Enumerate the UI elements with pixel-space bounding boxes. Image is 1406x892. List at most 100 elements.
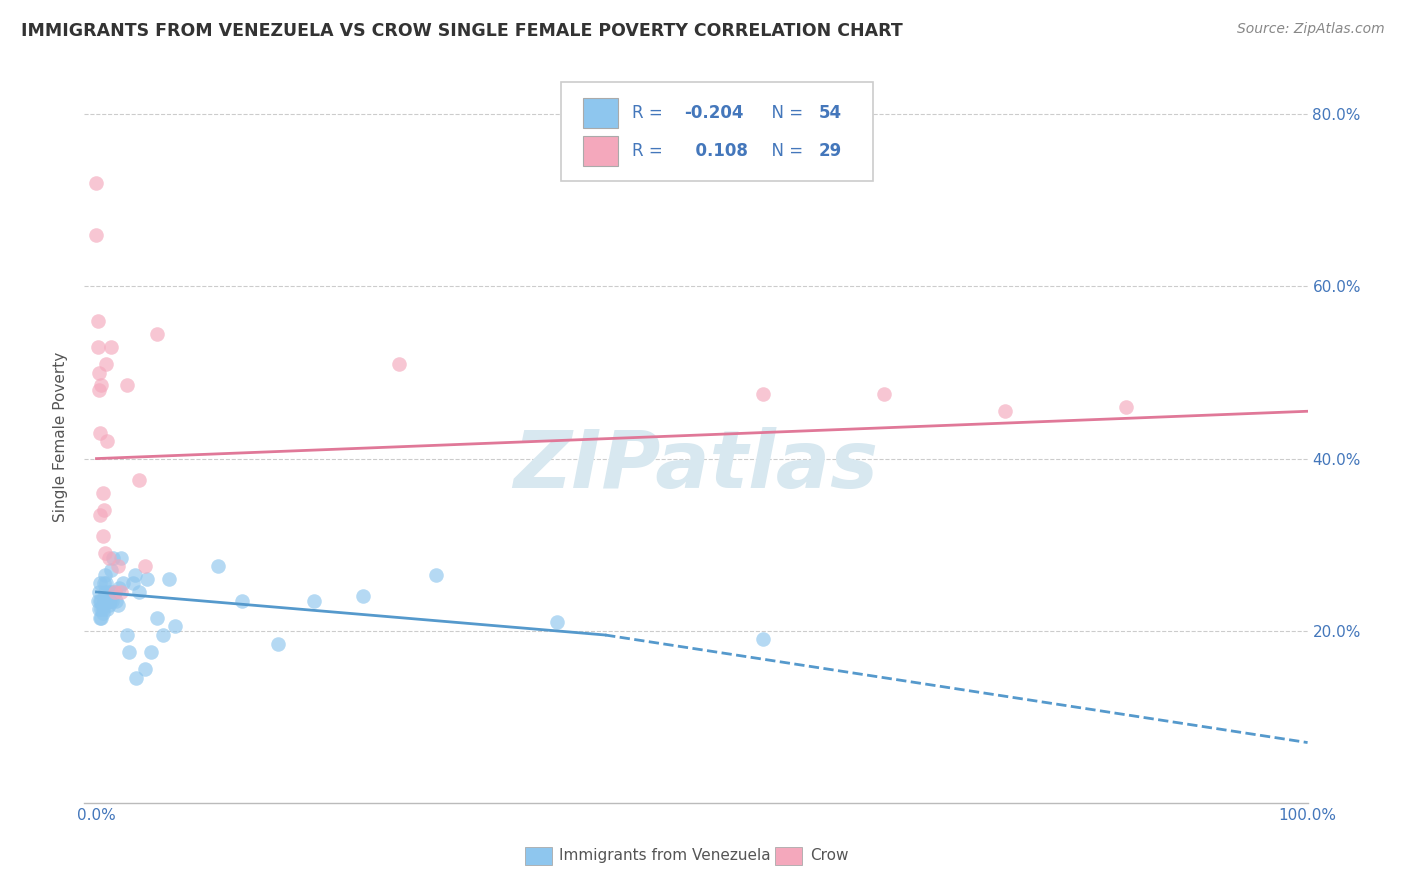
Point xyxy=(873,387,896,401)
Point xyxy=(304,593,326,607)
Point xyxy=(207,559,229,574)
Point xyxy=(91,486,114,500)
Text: 29: 29 xyxy=(818,142,842,160)
Point xyxy=(128,585,150,599)
Text: IMMIGRANTS FROM VENEZUELA VS CROW SINGLE FEMALE POVERTY CORRELATION CHART: IMMIGRANTS FROM VENEZUELA VS CROW SINGLE… xyxy=(21,22,903,40)
Text: 54: 54 xyxy=(818,104,841,122)
Text: Immigrants from Venezuela: Immigrants from Venezuela xyxy=(560,848,770,863)
Point xyxy=(87,383,110,397)
Point xyxy=(96,357,118,371)
Point xyxy=(90,602,112,616)
Point xyxy=(90,611,112,625)
Point xyxy=(96,602,118,616)
Point xyxy=(89,508,111,522)
Point xyxy=(125,671,148,685)
Point xyxy=(115,378,138,392)
Point xyxy=(100,585,122,599)
Point xyxy=(91,607,114,621)
FancyBboxPatch shape xyxy=(561,82,873,181)
Point xyxy=(107,559,129,574)
Point xyxy=(546,615,568,629)
Point xyxy=(108,581,131,595)
Point xyxy=(751,632,773,647)
Point xyxy=(103,550,125,565)
Point xyxy=(97,598,120,612)
Point xyxy=(89,593,111,607)
Point xyxy=(136,572,159,586)
Text: Source: ZipAtlas.com: Source: ZipAtlas.com xyxy=(1237,22,1385,37)
Point xyxy=(93,593,115,607)
Point xyxy=(134,662,156,676)
Point xyxy=(104,585,127,599)
Point xyxy=(1115,400,1137,414)
Point xyxy=(388,357,411,371)
Point xyxy=(98,593,121,607)
Point xyxy=(89,425,111,440)
Point xyxy=(124,567,146,582)
Point xyxy=(100,564,122,578)
Point xyxy=(425,567,447,582)
Text: R =: R = xyxy=(633,104,668,122)
Point xyxy=(96,576,118,591)
Point xyxy=(87,366,110,380)
Point xyxy=(94,585,117,599)
Point xyxy=(139,645,162,659)
Point xyxy=(97,585,120,599)
Text: N =: N = xyxy=(761,104,808,122)
Point xyxy=(107,598,129,612)
Point xyxy=(112,576,135,591)
Point xyxy=(128,473,150,487)
Bar xyxy=(583,136,617,167)
Point xyxy=(121,576,143,591)
Point xyxy=(93,503,115,517)
Bar xyxy=(776,847,803,865)
Point xyxy=(110,550,132,565)
Point xyxy=(157,572,180,586)
Point xyxy=(165,619,187,633)
Point xyxy=(86,340,108,354)
Point xyxy=(89,576,111,591)
Point xyxy=(91,529,114,543)
Point xyxy=(86,593,108,607)
Text: R =: R = xyxy=(633,142,668,160)
Point xyxy=(146,611,169,625)
Point xyxy=(96,593,118,607)
Text: N =: N = xyxy=(761,142,808,160)
Point xyxy=(86,227,108,242)
Point xyxy=(152,628,174,642)
Point xyxy=(104,585,127,599)
Point xyxy=(231,593,253,607)
Point xyxy=(146,326,169,341)
Point xyxy=(97,593,120,607)
Point xyxy=(110,585,132,599)
Bar xyxy=(583,98,617,128)
Point xyxy=(91,602,114,616)
Point xyxy=(994,404,1017,418)
Point xyxy=(87,602,110,616)
Point xyxy=(118,645,141,659)
Point xyxy=(94,546,117,560)
Text: -0.204: -0.204 xyxy=(683,104,744,122)
Point xyxy=(101,593,124,607)
Point xyxy=(97,550,120,565)
Y-axis label: Single Female Poverty: Single Female Poverty xyxy=(53,352,69,522)
Point xyxy=(96,434,118,449)
Point xyxy=(267,637,290,651)
Point xyxy=(90,378,112,392)
Point xyxy=(134,559,156,574)
Point xyxy=(352,589,374,603)
Bar xyxy=(524,847,551,865)
Point xyxy=(100,340,122,354)
Point xyxy=(89,611,111,625)
Point xyxy=(86,176,108,190)
Point xyxy=(90,593,112,607)
Point xyxy=(93,576,115,591)
Text: ZIPatlas: ZIPatlas xyxy=(513,427,879,506)
Text: Crow: Crow xyxy=(810,848,848,863)
Point xyxy=(86,314,108,328)
Point xyxy=(104,593,127,607)
Point xyxy=(751,387,773,401)
Point xyxy=(87,585,110,599)
Point xyxy=(91,598,114,612)
Text: 0.108: 0.108 xyxy=(683,142,748,160)
